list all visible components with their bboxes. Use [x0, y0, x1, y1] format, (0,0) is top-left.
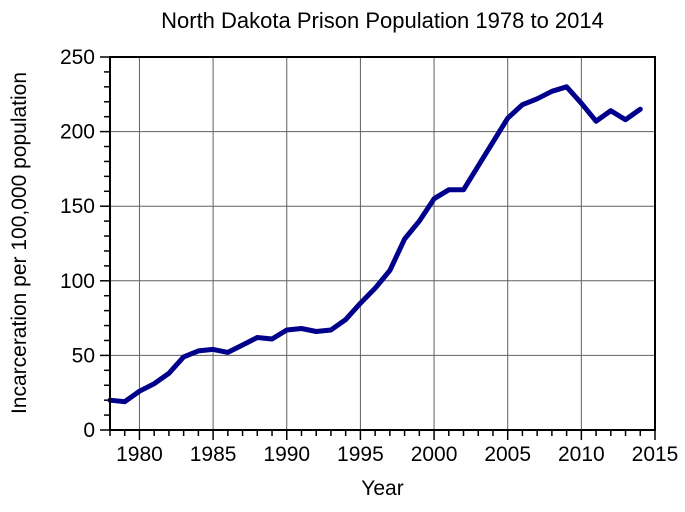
y-tick-label: 100	[60, 270, 95, 293]
x-tick-label: 1985	[190, 443, 237, 466]
y-tick-label: 150	[60, 195, 95, 218]
y-tick-label: 0	[83, 419, 95, 442]
chart-title: North Dakota Prison Population 1978 to 2…	[161, 8, 604, 33]
y-tick-label: 200	[60, 121, 95, 144]
x-tick-label: 2000	[411, 443, 458, 466]
x-tick-label: 1990	[263, 443, 310, 466]
x-tick-label: 1995	[337, 443, 384, 466]
x-axis-label: Year	[361, 477, 404, 500]
x-tick-label: 2005	[484, 443, 531, 466]
y-tick-label: 50	[72, 344, 95, 367]
y-tick-label: 250	[60, 46, 95, 69]
x-tick-label: 2015	[632, 443, 679, 466]
x-tick-label: 2010	[558, 443, 605, 466]
plot-frame	[109, 56, 656, 431]
data-line	[107, 84, 643, 405]
x-tick-label: 1980	[116, 443, 163, 466]
